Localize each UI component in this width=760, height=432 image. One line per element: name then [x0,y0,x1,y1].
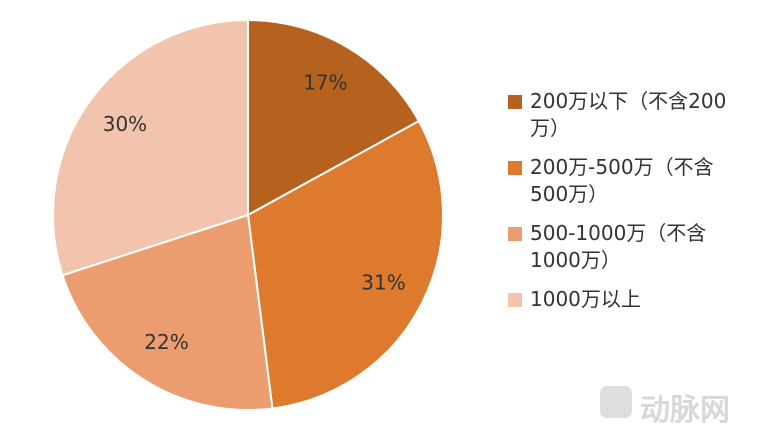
data-label: 31% [361,271,405,295]
pie-slice [247,18,421,217]
pie-slice [52,18,249,277]
legend-swatch [508,227,522,241]
legend: 200万以下（不含200万） 200万-500万（不含500万） 500-1000万… [508,88,744,325]
legend-label: 200万-500万（不含500万） [530,155,714,206]
legend-swatch [508,293,522,307]
data-label: 22% [144,330,188,354]
legend-label: 500-1000万（不含1000万） [530,221,707,272]
pie-slice [246,119,444,410]
legend-swatch [508,95,522,109]
data-label: 30% [103,112,147,136]
pie-slice [61,213,274,411]
legend-item: 200万以下（不含200万） [508,88,744,142]
legend-item: 200万-500万（不含500万） [508,154,744,208]
legend-label: 1000万以上 [530,287,641,311]
watermark: 动脉网 [640,393,730,428]
legend-item: 500-1000万（不含1000万） [508,220,744,274]
data-label: 17% [303,71,347,95]
legend-swatch [508,161,522,175]
legend-item: 1000万以上 [508,286,744,313]
legend-label: 200万以下（不含200万） [530,89,727,140]
